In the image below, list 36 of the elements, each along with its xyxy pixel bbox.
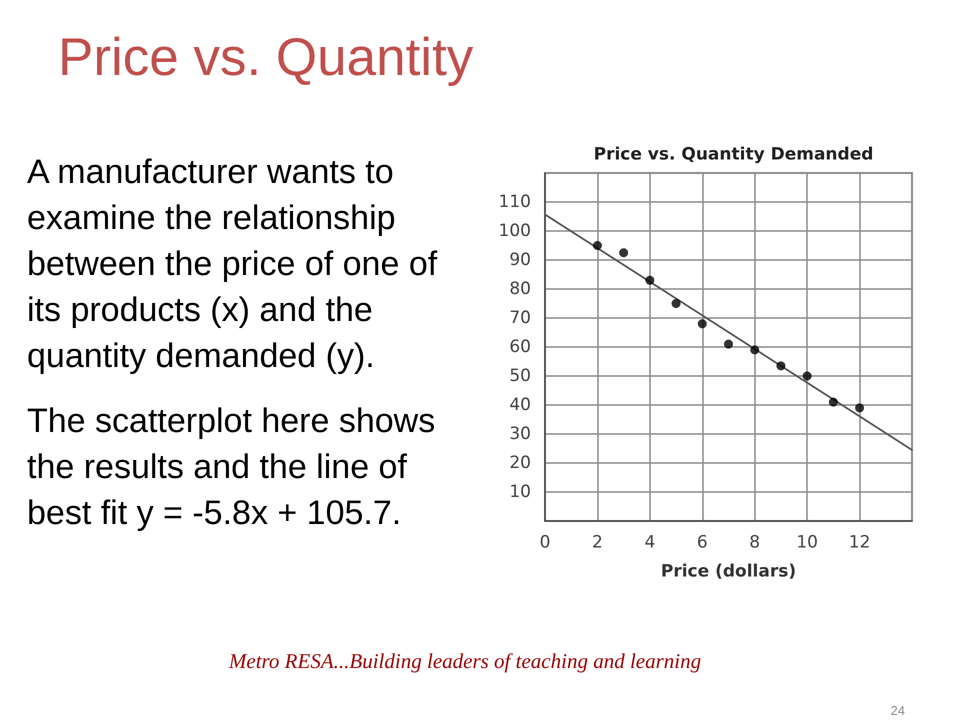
text: A manufacturer wants to examine the relationship between the price of one of its products (x) and the quantity demanded (y). bbox=[27, 152, 438, 377]
point bbox=[855, 403, 864, 412]
point bbox=[698, 319, 707, 328]
chart-subtitle: Price vs. Quantity Demanded bbox=[594, 144, 874, 164]
text: The scatterplot here shows the results and the line of best fit y = -5.8x + 105.7. bbox=[27, 401, 436, 534]
point bbox=[672, 299, 681, 308]
y-tick-label: 50 bbox=[509, 366, 531, 386]
point bbox=[776, 361, 786, 370]
y-tick-label: 90 bbox=[509, 250, 531, 270]
text: Metro RESA...Building leaders of teaching and learning bbox=[228, 648, 702, 674]
x-tick-label: 8 bbox=[749, 532, 760, 552]
y-tick-label: 20 bbox=[509, 453, 531, 473]
y-tick-label: 80 bbox=[509, 279, 531, 299]
y-tick-label: 30 bbox=[509, 424, 531, 444]
y-tick-label: 100 bbox=[498, 221, 531, 241]
x-tick-label: 4 bbox=[644, 532, 656, 552]
y-tick-label: 60 bbox=[509, 337, 531, 357]
x-tick-label: 0 bbox=[540, 532, 550, 552]
x-tick-label: 6 bbox=[696, 532, 708, 552]
x-axis-title: Price (dollars) bbox=[660, 562, 796, 582]
point bbox=[750, 345, 760, 354]
y-tick-label: 70 bbox=[509, 308, 531, 328]
y-tick-label: 40 bbox=[509, 395, 531, 415]
point bbox=[592, 241, 602, 250]
x-tick-label: 10 bbox=[796, 532, 818, 552]
text: 24 bbox=[890, 703, 905, 718]
point bbox=[645, 276, 654, 285]
point bbox=[802, 372, 812, 380]
x-tick-label: 2 bbox=[592, 532, 603, 552]
y-tick-label: 110 bbox=[498, 192, 531, 212]
point bbox=[724, 340, 733, 349]
chart-title: Price vs. Quantity bbox=[58, 27, 474, 89]
point bbox=[828, 398, 838, 407]
y-tick-label: 10 bbox=[509, 482, 531, 502]
point bbox=[619, 248, 628, 258]
x-tick-label: 12 bbox=[848, 532, 870, 552]
